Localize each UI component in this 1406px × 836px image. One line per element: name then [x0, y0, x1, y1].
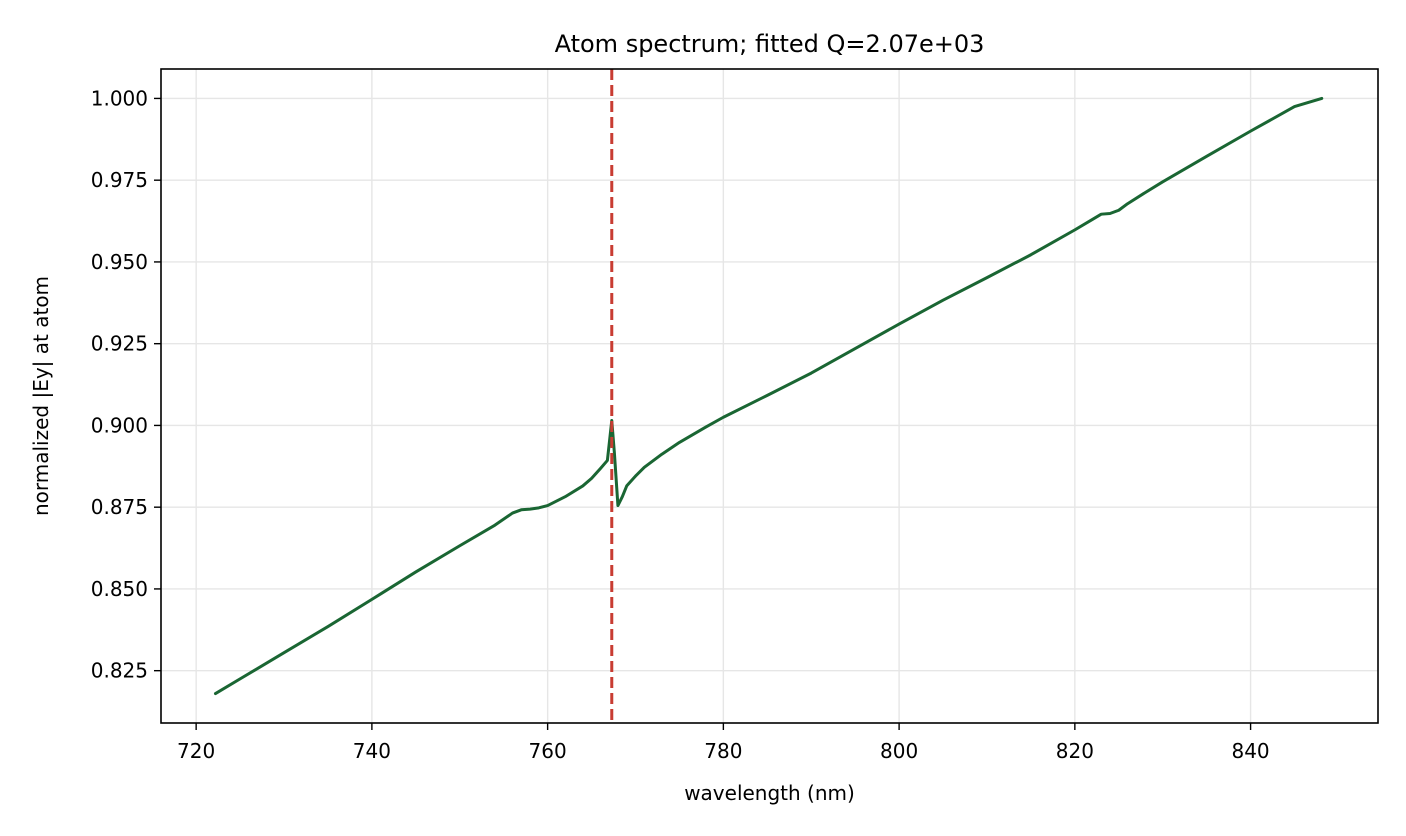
x-tick-label: 840 [1231, 739, 1269, 763]
x-tick-label: 780 [704, 739, 742, 763]
y-tick-label: 0.900 [91, 413, 148, 437]
y-tick-label: 0.950 [91, 250, 148, 274]
x-tick-label: 820 [1056, 739, 1094, 763]
x-tick-label: 760 [529, 739, 567, 763]
y-tick-label: 0.925 [91, 332, 148, 356]
y-axis-ticks: 0.825 0.850 0.875 0.900 0.925 0.950 0.975 1.000 [91, 86, 161, 683]
series-line [213, 96, 1324, 696]
chart-title: Atom spectrum; fitted Q=2.07e+03 [555, 30, 985, 58]
y-tick-label: 0.875 [91, 495, 148, 519]
x-axis-label: wavelength (nm) [684, 781, 855, 805]
x-tick-label: 800 [880, 739, 918, 763]
grid [161, 69, 1378, 723]
y-tick-label: 0.825 [91, 659, 148, 683]
x-tick-label: 720 [177, 739, 215, 763]
y-tick-label: 1.000 [91, 86, 148, 110]
plot-frame [160, 68, 1379, 724]
y-tick-label: 0.850 [91, 577, 148, 601]
y-tick-label: 0.975 [91, 168, 148, 192]
series-layer [213, 96, 1324, 696]
x-tick-label: 740 [353, 739, 391, 763]
y-axis-label: normalized |Ey| at atom [29, 276, 53, 516]
x-axis-ticks: 720 740 760 780 800 820 840 [177, 723, 1270, 763]
